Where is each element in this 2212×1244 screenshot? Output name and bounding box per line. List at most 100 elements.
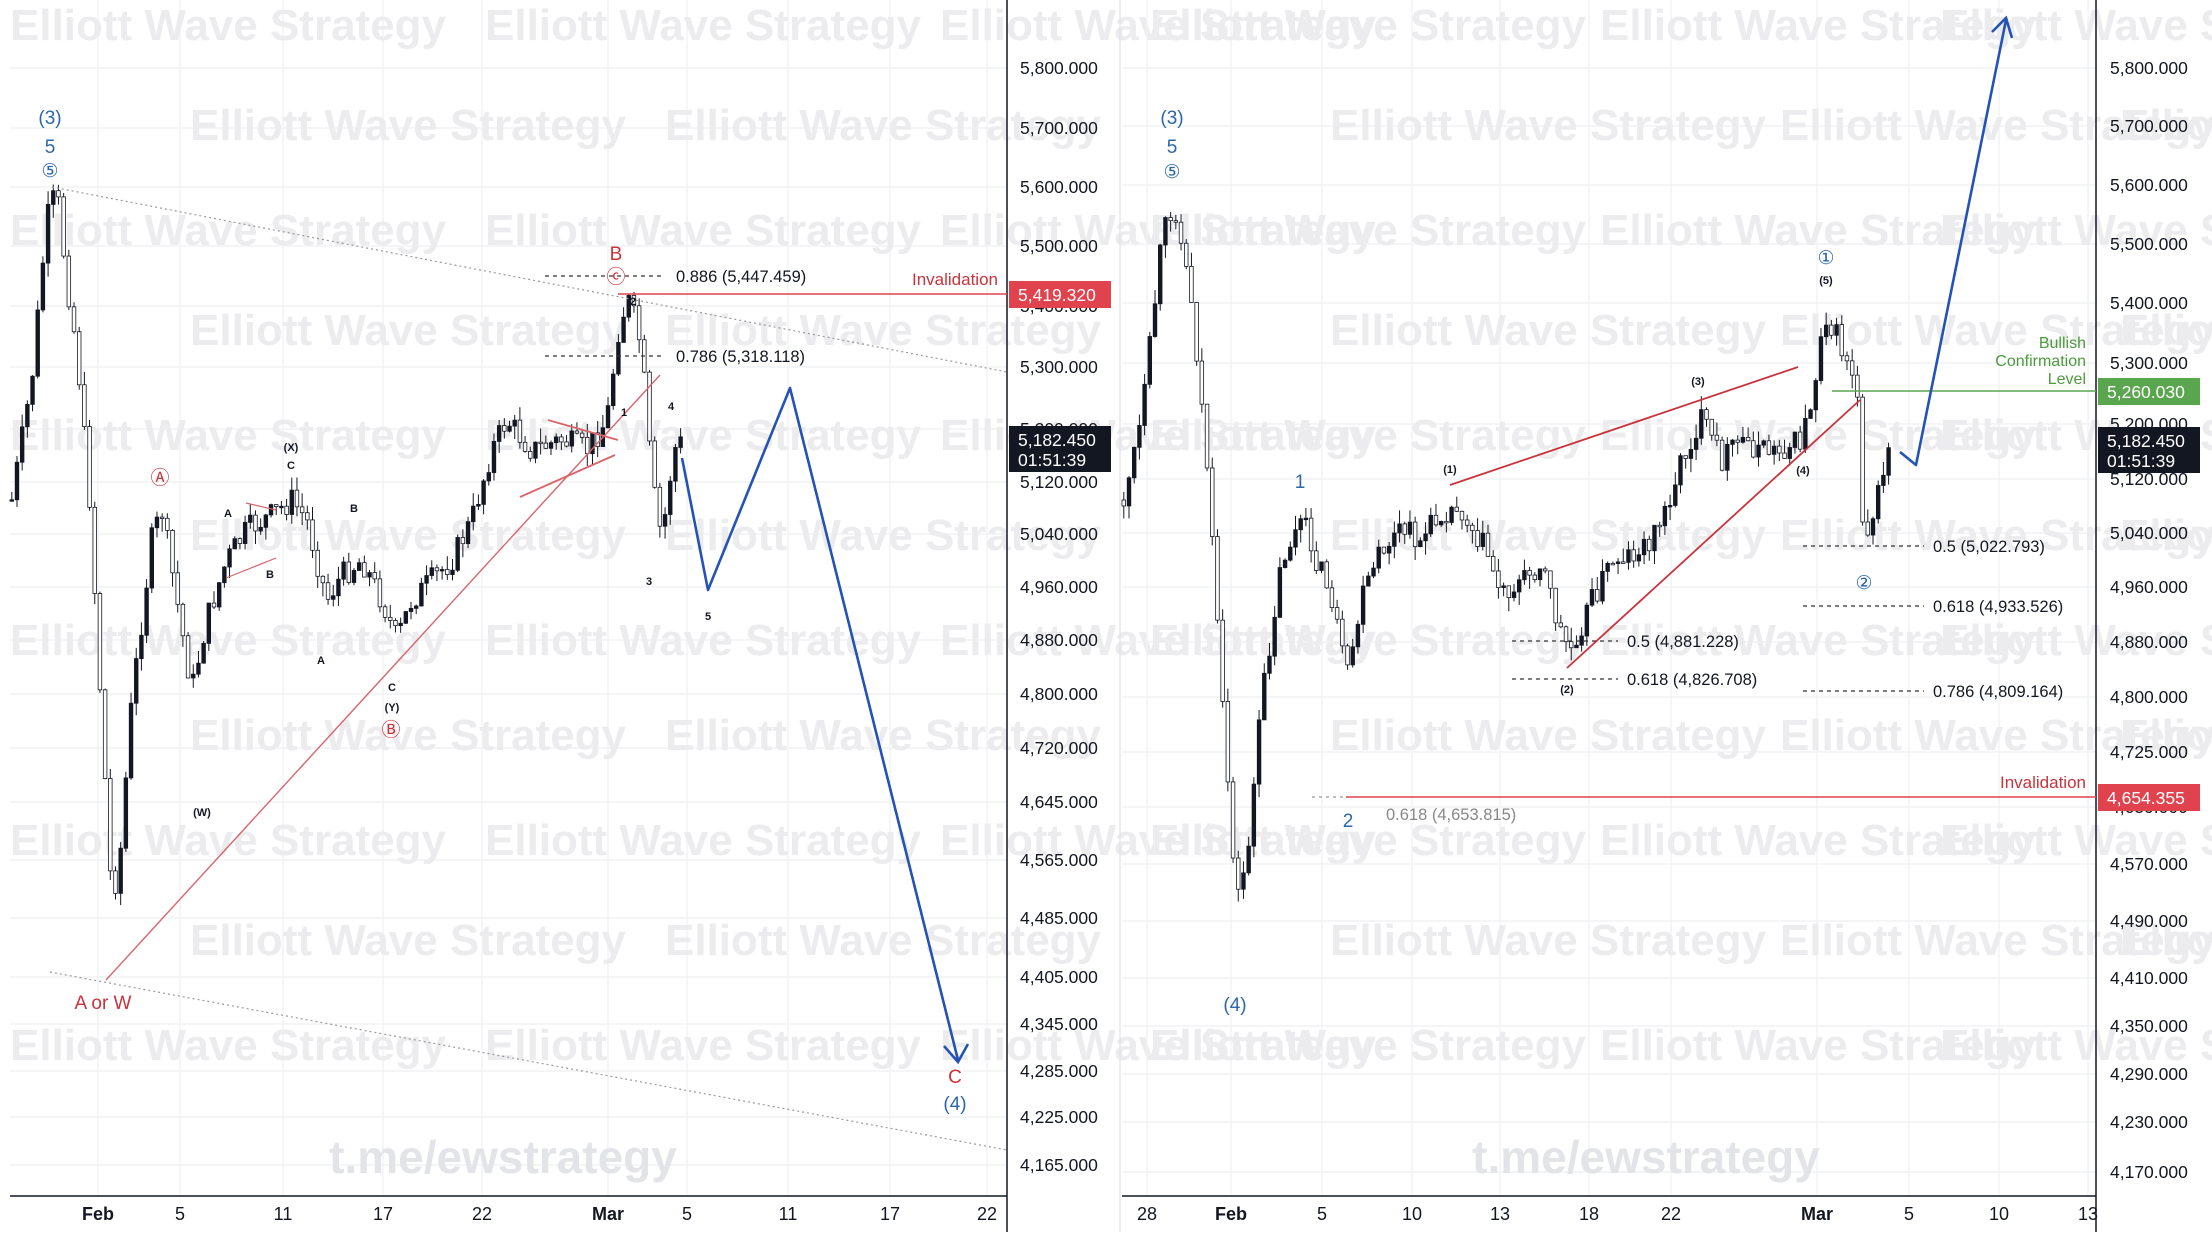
price-tick-label: 5,300.000: [1020, 357, 1098, 377]
candle-body: [471, 505, 476, 523]
candle-body: [631, 295, 637, 307]
candle-body: [1142, 383, 1147, 426]
brand-watermark: Elliott Wave Strategy: [190, 711, 627, 760]
time-tick-label: Feb: [82, 1204, 114, 1224]
candle-body: [579, 432, 585, 438]
candle-body: [1386, 545, 1392, 554]
time-tick-label: 11: [274, 1204, 293, 1224]
left-channel-upper-line: [51, 186, 1008, 373]
candle-body: [1496, 570, 1501, 589]
candle-body: [1470, 524, 1475, 531]
candle-body: [1574, 644, 1579, 649]
candle-body: [211, 602, 217, 608]
brand-watermark: Elliott Wave Strategy: [1600, 816, 2037, 865]
candle-body: [1600, 571, 1605, 602]
candle-body: [1402, 523, 1407, 535]
candle-body: [1501, 585, 1506, 589]
brand-watermark: Elliott Wave Strategy: [2120, 511, 2212, 560]
candle-body: [652, 440, 657, 488]
right-current-price-tag: [2098, 427, 2200, 473]
candle-body: [1719, 439, 1725, 471]
candle-body: [1210, 467, 1215, 537]
price-tick-label: 4,960.000: [2110, 577, 2188, 597]
candle-body: [678, 436, 683, 448]
left-chart-panel[interactable]: Elliott Wave Strategy Elliott Wave Strate…: [9, 0, 1377, 1232]
candle-body: [1761, 440, 1766, 446]
candle-body: [455, 537, 460, 571]
candle-body: [1605, 562, 1610, 572]
candle-body: [564, 441, 569, 447]
candle-body: [191, 673, 196, 679]
candle-body: [35, 309, 40, 377]
right-wave-2: 2: [1343, 811, 1354, 832]
candle-body: [408, 607, 414, 612]
price-tick-label: 4,725.000: [2110, 742, 2188, 762]
price-tick-label: 4,165.000: [1020, 1155, 1098, 1175]
price-tick-label: 5,040.000: [2110, 523, 2188, 543]
candle-body: [1319, 561, 1324, 571]
right-fib-0618-mid-label: 0.618 (4,826.708): [1627, 671, 1757, 689]
brand-watermark: Elliott Wave Strategy: [485, 411, 922, 460]
left-wave-B: B: [610, 244, 623, 265]
candle-body: [1204, 403, 1210, 469]
candle-body: [481, 480, 486, 505]
price-tick-label: 5,800.000: [2110, 58, 2188, 78]
candle-body: [595, 432, 600, 447]
price-tick-label: 5,500.000: [2110, 234, 2188, 254]
candle-body: [1475, 530, 1480, 547]
candle-body: [1777, 445, 1782, 454]
time-tick-label: 22: [472, 1204, 492, 1224]
right-invalidation-price: 4,654.355: [2107, 788, 2185, 808]
candle-body: [1537, 568, 1543, 581]
candle-body: [1527, 570, 1532, 576]
price-tick-label: 4,800.000: [2110, 687, 2188, 707]
candle-body: [113, 870, 118, 894]
brand-watermark: Elliott Wave Strategy: [190, 916, 627, 965]
candle-body: [1350, 646, 1355, 666]
candle-body: [1693, 437, 1699, 450]
brand-watermark: Elliott Wave Strategy: [1330, 306, 1767, 355]
candle-body: [1371, 567, 1376, 577]
left-wave-a-or-w: A or W: [74, 993, 131, 1014]
right-chart-panel[interactable]: Elliott Wave Strategy Elliott Wave Strate…: [1119, 0, 2212, 1232]
brand-watermark: Elliott Wave Strategy: [1330, 916, 1767, 965]
left-fib-0886-label: 0.886 (5,447.459): [676, 268, 806, 286]
price-tick-label: 4,225.000: [1020, 1107, 1098, 1127]
candle-body: [1163, 217, 1168, 246]
left-wave-circle-a: Ⓐ: [150, 467, 169, 489]
price-tick-label: 4,960.000: [1020, 577, 1098, 597]
price-tick-label: 5,700.000: [1020, 118, 1098, 138]
price-tick-label: 5,400.000: [2110, 293, 2188, 313]
candle-body: [1647, 538, 1652, 552]
candle-body: [1324, 561, 1329, 589]
right-current-price: 5,182.450: [2107, 431, 2185, 451]
candle-body: [180, 603, 186, 637]
candle-body: [1865, 521, 1870, 536]
left-current-price: 5,182.450: [1018, 430, 1096, 450]
left-fib-0786-label: 0.786 (5,318.118): [676, 348, 805, 366]
candle-body: [1298, 518, 1303, 531]
candle-body: [1173, 220, 1179, 223]
brand-watermark: Elliott Wave Strategy: [940, 816, 1377, 865]
left-wave-w: (W): [193, 807, 211, 819]
time-tick-label: 22: [977, 1204, 997, 1224]
candle-body: [559, 436, 564, 443]
candle-body: [460, 537, 466, 545]
candle-body: [626, 295, 631, 318]
candle-body: [1558, 622, 1564, 628]
brand-watermark: Elliott Wave Strategy: [1780, 101, 2212, 150]
candle-body: [1314, 550, 1319, 571]
candle-body: [1189, 266, 1194, 303]
candle-body: [1735, 439, 1740, 443]
candle-body: [108, 778, 113, 872]
candle-body: [134, 658, 139, 704]
candle-body: [351, 570, 357, 583]
candle-body: [528, 450, 533, 459]
candle-body: [1844, 355, 1850, 362]
candle-body: [1823, 324, 1829, 338]
candle-body: [1220, 619, 1225, 702]
candle-body: [1178, 221, 1184, 244]
candle-body: [1340, 618, 1345, 647]
candle-body: [1412, 521, 1418, 548]
candle-body: [569, 430, 574, 447]
